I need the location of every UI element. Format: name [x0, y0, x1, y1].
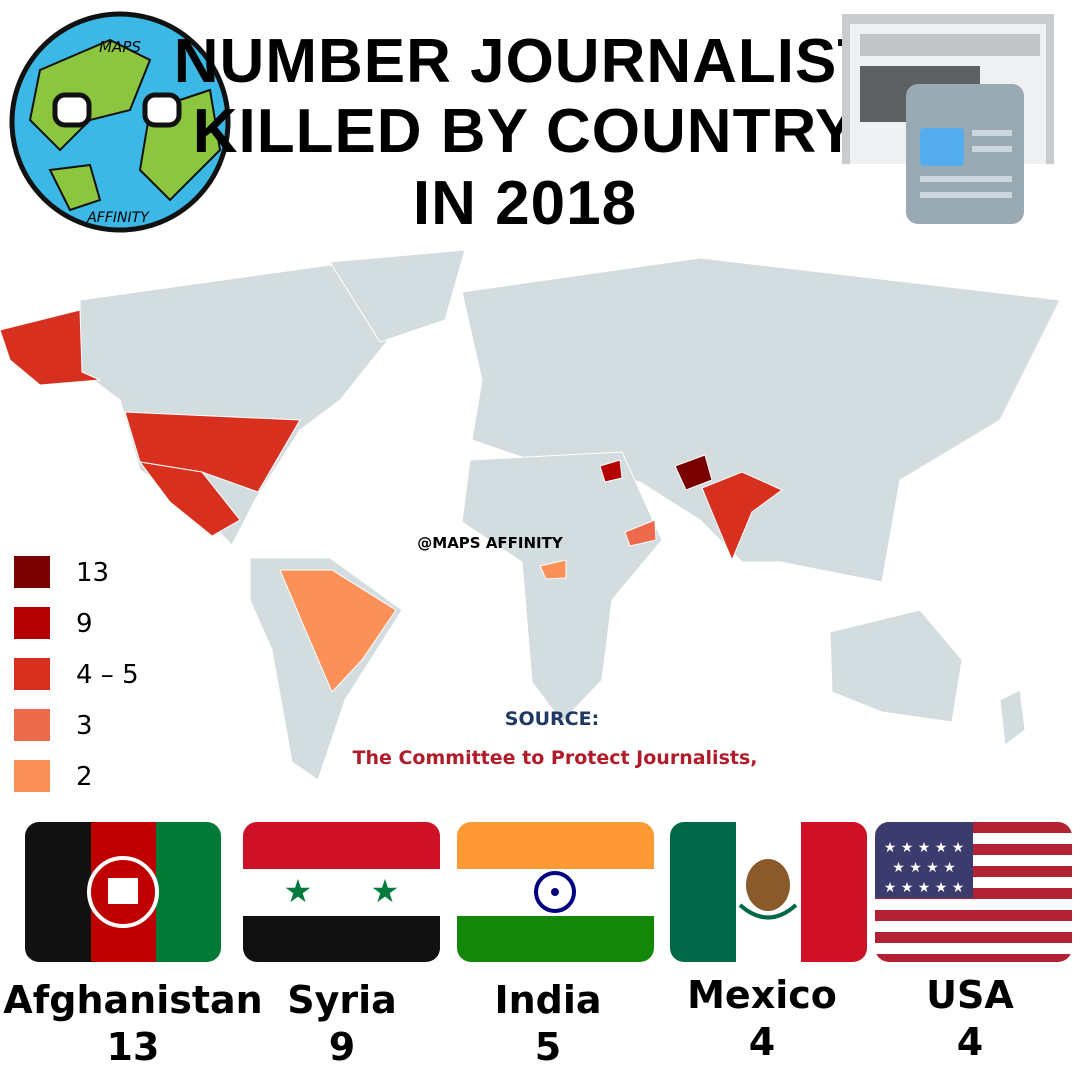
- legend-swatch: [14, 658, 50, 690]
- svg-text:★ ★ ★ ★: ★ ★ ★ ★: [892, 860, 956, 876]
- legend-swatch: [14, 709, 50, 741]
- country-count: 13: [107, 1025, 160, 1069]
- source-text: The Committee to Protect Journalists,: [353, 747, 758, 769]
- title-line: KILLED BY COUNTRY: [193, 97, 858, 166]
- svg-text:★: ★: [371, 872, 400, 910]
- legend-swatch: [14, 607, 50, 639]
- highlighted-country: [674, 454, 713, 491]
- legend-label: 4 – 5: [76, 660, 139, 690]
- legend-swatch: [14, 556, 50, 588]
- country-name: Mexico: [687, 973, 837, 1017]
- flag-usa: ★ ★ ★ ★ ★ ★ ★ ★ ★ ★ ★ ★ ★ ★: [875, 822, 1072, 962]
- flag-india: [457, 822, 654, 962]
- flag-mexico: [670, 822, 867, 962]
- legend-label: 2: [76, 762, 93, 792]
- legend-label: 9: [76, 609, 93, 639]
- highlighted-country: [624, 519, 657, 547]
- flag-syria: ★ ★: [243, 822, 440, 962]
- highlighted-country: [124, 411, 301, 493]
- logo: MAPS AFFINITY: [9, 11, 231, 233]
- country-name: USA: [926, 973, 1014, 1017]
- logo-top: MAPS: [99, 38, 141, 56]
- country-name: India: [494, 978, 601, 1022]
- svg-text:★ ★ ★ ★ ★: ★ ★ ★ ★ ★: [884, 840, 965, 856]
- legend-swatch: [14, 760, 50, 792]
- highlighted-country: [599, 459, 623, 483]
- title-line: IN 2018: [413, 169, 637, 238]
- country-name: Syria: [287, 978, 397, 1022]
- highlighted-country: [701, 471, 783, 562]
- world-map: [0, 249, 1061, 781]
- source-heading: SOURCE:: [505, 708, 599, 730]
- flag-afghanistan: [25, 822, 221, 962]
- highlighted-country: [539, 559, 567, 580]
- legend-label: 13: [76, 558, 109, 588]
- svg-text:★: ★: [284, 872, 313, 910]
- highlighted-country: [279, 569, 397, 693]
- logo-bottom: AFFINITY: [86, 210, 150, 226]
- title-line: NUMBER JOURNALIST: [174, 27, 876, 96]
- watermark: @MAPS AFFINITY: [417, 534, 564, 552]
- country-count: 5: [535, 1025, 561, 1069]
- country-count: 4: [957, 1020, 983, 1064]
- country-count: 4: [749, 1020, 775, 1064]
- country-count: 9: [329, 1025, 355, 1069]
- country-name: Afghanistan: [3, 978, 262, 1022]
- highlighted-country: [138, 461, 241, 537]
- legend-label: 3: [76, 711, 93, 741]
- svg-text:★ ★ ★ ★ ★: ★ ★ ★ ★ ★: [884, 880, 965, 896]
- legend: 13 9 4 – 5 3 2: [14, 556, 139, 792]
- highlighted-country: [0, 309, 101, 386]
- newspaper-icon: [842, 14, 1054, 224]
